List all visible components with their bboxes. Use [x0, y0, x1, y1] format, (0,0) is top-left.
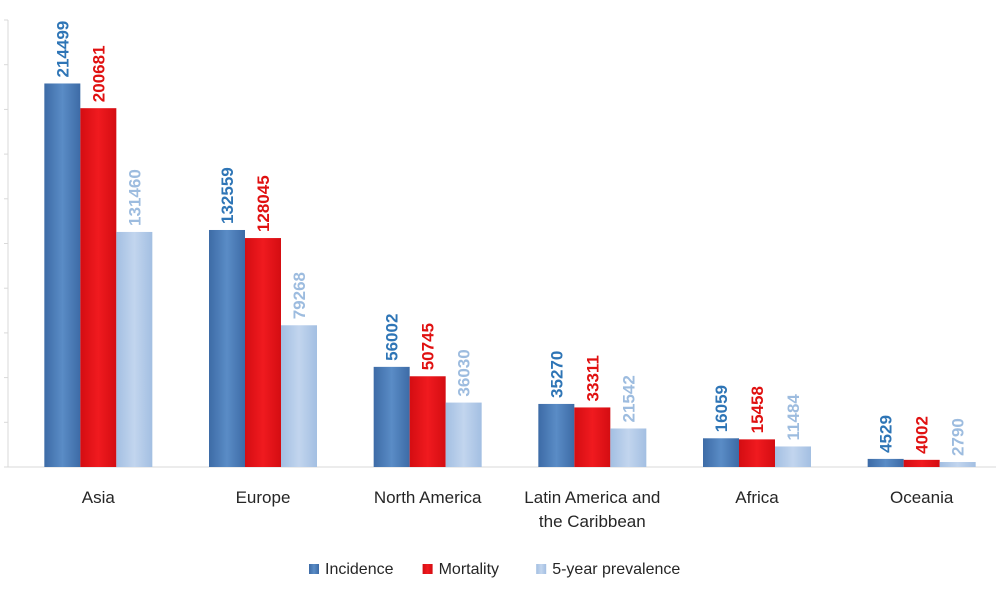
value-label-mortality-oceania: 4002: [913, 416, 932, 454]
value-label-5-year-prevalence-latin-america-and-the-caribbean: 21542: [619, 375, 638, 422]
bar-mortality-oceania: [903, 459, 940, 467]
bar-5-year-prevalence-latin-america-and-the-caribbean: [610, 428, 647, 467]
bars: [44, 83, 976, 468]
legend-item-mortality: Mortality: [422, 561, 499, 578]
value-label-incidence-north-america: 56002: [383, 314, 402, 361]
value-label-incidence-oceania: 4529: [877, 415, 896, 453]
legend-swatch-5-year-prevalence: [536, 564, 547, 574]
value-label-5-year-prevalence-asia: 131460: [125, 169, 144, 226]
value-label-mortality-africa: 15458: [748, 386, 767, 433]
category-label-latin-america-and-the-caribbean: Latin America and the Caribbean: [524, 488, 660, 531]
value-label-incidence-europe: 132559: [218, 167, 237, 224]
category-labels: Asia Europe North America Latin America and…: [82, 488, 954, 531]
category-label-north-america: North America: [374, 488, 482, 507]
category-label-asia: Asia: [82, 488, 116, 507]
category-label-africa: Africa: [735, 488, 779, 507]
value-label-mortality-europe: 128045: [254, 175, 273, 232]
bar-incidence-africa: [703, 438, 739, 467]
bar-incidence-europe: [209, 229, 245, 467]
bar-incidence-latin-america-and-the-caribbean: [538, 403, 575, 467]
bar-mortality-europe: [245, 238, 281, 467]
value-label-5-year-prevalence-north-america: 36030: [455, 349, 474, 396]
legend-swatch-mortality: [422, 564, 433, 574]
value-label-incidence-africa: 16059: [712, 385, 731, 432]
value-label-mortality-north-america: 50745: [419, 323, 438, 370]
axes: [4, 19, 996, 468]
value-label-incidence-latin-america-and-the-caribbean: 35270: [547, 351, 566, 398]
bar-5-year-prevalence-africa: [775, 446, 811, 467]
legend-swatch-incidence: [309, 564, 319, 574]
value-label-5-year-prevalence-africa: 11484: [784, 394, 803, 441]
bar-mortality-north-america: [409, 376, 446, 467]
legend-label-mortality: Mortality: [439, 561, 499, 578]
legend-label-incidence: Incidence: [325, 561, 394, 578]
bar-5-year-prevalence-oceania: [939, 462, 976, 467]
bar-incidence-north-america: [373, 366, 410, 467]
category-label-oceania: Oceania: [890, 488, 954, 507]
bar-5-year-prevalence-north-america: [445, 402, 482, 467]
bar-mortality-africa: [739, 439, 775, 467]
bar-incidence-asia: [44, 83, 81, 468]
bar-5-year-prevalence-asia: [116, 231, 153, 467]
legend-item-incidence: Incidence: [309, 561, 394, 578]
value-label-mortality-latin-america-and-the-caribbean: 33311: [583, 355, 602, 401]
value-label-incidence-asia: 214499: [53, 21, 72, 78]
legend-item-5-year-prevalence: 5-year prevalence: [536, 561, 680, 578]
value-label-5-year-prevalence-europe: 79268: [290, 272, 309, 319]
bar-mortality-asia: [80, 108, 117, 467]
value-label-5-year-prevalence-oceania: 2790: [949, 418, 968, 456]
bar-incidence-oceania: [867, 458, 904, 467]
value-label-mortality-asia: 200681: [89, 45, 108, 102]
category-label-europe: Europe: [236, 488, 291, 507]
bar-5-year-prevalence-europe: [281, 325, 317, 467]
value-labels: 214499 200681 131460 132559 128045 79268 56002…: [53, 21, 967, 456]
legend: Incidence Mortality 5-year prevalence: [309, 561, 680, 578]
bar-mortality-latin-america-and-the-caribbean: [574, 407, 611, 467]
legend-label-5-year-prevalence: 5-year prevalence: [552, 561, 680, 578]
